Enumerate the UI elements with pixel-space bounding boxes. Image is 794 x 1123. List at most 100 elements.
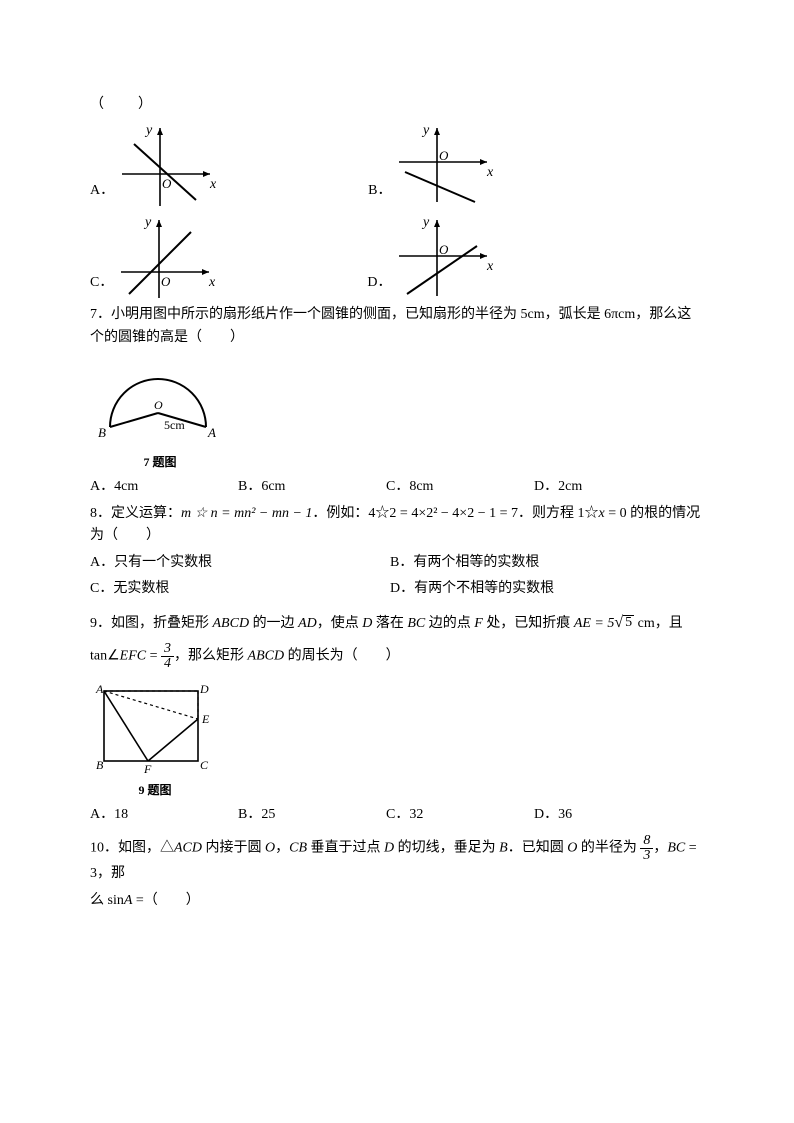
q6-opt-b-label: B． <box>368 180 391 208</box>
q6-row2: C． x y O D． x y O <box>90 212 704 300</box>
q8-opt-c[interactable]: C．无实数根 <box>90 578 390 600</box>
q8-t1: 8．定义运算： <box>90 506 181 521</box>
svg-text:F: F <box>143 762 152 776</box>
q6-opt-d-label: D． <box>367 272 391 300</box>
q9-t2: 的一边 <box>249 616 298 631</box>
q10-t8: ， <box>653 841 667 856</box>
svg-text:C: C <box>200 758 209 772</box>
q9-ad: AD <box>298 616 317 631</box>
svg-text:O: O <box>161 274 171 289</box>
q10-b: B <box>499 841 508 856</box>
q10-t1: 10．如图，△ <box>90 841 174 856</box>
q10-t6: ．已知圆 <box>508 841 568 856</box>
q8-opt-d[interactable]: D．有两个不相等的实数根 <box>390 578 690 600</box>
q6-opt-c[interactable]: C． x y O <box>90 212 217 300</box>
q10-t2: 内接于圆 <box>202 841 265 856</box>
q7-opt-a[interactable]: A．4cm <box>90 476 238 498</box>
q8-options-1: A．只有一个实数根 B．有两个相等的实数根 <box>90 552 704 574</box>
q10-t5: 的切线，垂足为 <box>394 841 499 856</box>
q6-opt-a-label: A． <box>90 180 114 208</box>
q10-text2: 么 sinA =（ ） <box>90 890 704 912</box>
q9-figure: A D B C E F 9 题图 <box>90 679 704 800</box>
q10-text: 10．如图，△ACD 内接于圆 O，CB 垂直于过点 D 的切线，垂足为 B．已… <box>90 834 704 885</box>
q9-t4: 落在 <box>372 616 407 631</box>
svg-text:x: x <box>486 259 494 274</box>
q10-den: 3 <box>640 849 653 863</box>
svg-text:y: y <box>421 123 430 138</box>
coord-graph-d: x y O <box>395 212 495 300</box>
q9-text2: tan∠EFC = 34，那么矩形 ABCD 的周长为（ ） <box>90 642 704 671</box>
q9-opt-b[interactable]: B．25 <box>238 804 386 826</box>
q8-text: 8．定义运算：m ☆ n = mn² − mn − 1．例如：4☆2 = 4×2… <box>90 503 704 548</box>
q9-l2abcd: ABCD <box>248 649 285 664</box>
q9-unit: cm，且 <box>634 616 683 631</box>
q7-opt-b[interactable]: B．6cm <box>238 476 386 498</box>
q6-paren: （ ） <box>90 94 704 116</box>
svg-text:O: O <box>154 398 163 412</box>
coord-graph-b: x y O <box>395 120 495 208</box>
q6-opt-d[interactable]: D． x y O <box>367 212 495 300</box>
q9-eq: = <box>146 649 161 664</box>
q9-f: F <box>474 616 483 631</box>
q9-opt-c[interactable]: C．32 <box>386 804 534 826</box>
q9-t5: 边的点 <box>425 616 474 631</box>
q10-cb: CB <box>289 841 307 856</box>
q9-abcd: ABCD <box>213 616 250 631</box>
q10-l2t1: 么 sin <box>90 893 124 908</box>
svg-text:x: x <box>208 275 216 290</box>
svg-text:O: O <box>439 242 449 257</box>
q9-caption: 9 题图 <box>90 781 220 800</box>
svg-text:x: x <box>486 165 494 180</box>
q10-t7: 的半径为 <box>577 841 640 856</box>
q7-text: 7．小明用图中所示的扇形纸片作一个圆锥的侧面，已知扇形的半径为 5cm，弧长是 … <box>90 304 704 349</box>
q6-row1: A． x y O B． x y O <box>90 120 704 208</box>
coord-graph-c: x y O <box>117 212 217 300</box>
q8-opt-a[interactable]: A．只有一个实数根 <box>90 552 390 574</box>
q10-t3: ， <box>275 841 289 856</box>
q10-o1: O <box>265 841 275 856</box>
coord-graph-a: x y O <box>118 120 218 208</box>
q9-d: D <box>362 616 372 631</box>
q8-options-2: C．无实数根 D．有两个不相等的实数根 <box>90 578 704 600</box>
q9-opt-d[interactable]: D．36 <box>534 804 682 826</box>
q9-sqrt5: 5 <box>623 615 634 630</box>
q9-options: A．18 B．25 C．32 D．36 <box>90 804 704 826</box>
q9-tan: tan∠ <box>90 649 120 664</box>
svg-text:O: O <box>162 176 172 191</box>
svg-text:O: O <box>439 148 449 163</box>
q10-num: 8 <box>640 834 653 849</box>
q9-t1: 9．如图，折叠矩形 <box>90 616 213 631</box>
q6-opt-a[interactable]: A． x y O <box>90 120 218 208</box>
svg-text:y: y <box>143 215 152 230</box>
q9-text: 9．如图，折叠矩形 ABCD 的一边 AD，使点 D 落在 BC 边的点 F 处… <box>90 610 704 636</box>
q7-opt-d[interactable]: D．2cm <box>534 476 682 498</box>
q7-opt-c[interactable]: C．8cm <box>386 476 534 498</box>
q9-t6: 处，已知折痕 <box>483 616 574 631</box>
svg-text:D: D <box>199 682 209 696</box>
q7-options: A．4cm B．6cm C．8cm D．2cm <box>90 476 704 498</box>
q7-figure: O 5cm B A 7 题图 <box>90 355 704 472</box>
svg-text:E: E <box>201 712 210 726</box>
q10-t4: 垂直于过点 <box>307 841 384 856</box>
svg-text:A: A <box>207 425 216 440</box>
q7-caption: 7 题图 <box>90 453 230 472</box>
q10-o2: O <box>567 841 577 856</box>
q9-t3: ，使点 <box>317 616 363 631</box>
q9-den: 4 <box>161 657 174 671</box>
q8-opt-b[interactable]: B．有两个相等的实数根 <box>390 552 690 574</box>
svg-text:5cm: 5cm <box>164 418 185 432</box>
q9-l2t1: ，那么矩形 <box>174 649 248 664</box>
q9-l2t2: 的周长为（ ） <box>284 649 400 664</box>
q10-bc: BC <box>667 841 685 856</box>
svg-text:y: y <box>144 123 153 138</box>
q6-opt-b[interactable]: B． x y O <box>368 120 495 208</box>
q8-eq1: m ☆ n = mn² − mn − 1 <box>181 506 312 521</box>
svg-text:y: y <box>421 215 430 230</box>
svg-text:A: A <box>95 682 104 696</box>
q10-d: D <box>384 841 394 856</box>
q6-opt-c-label: C． <box>90 272 113 300</box>
q9-bc: BC <box>407 616 425 631</box>
q9-ae: AE = 5 <box>574 616 615 631</box>
q10-l2t2: =（ ） <box>132 893 199 908</box>
q9-opt-a[interactable]: A．18 <box>90 804 238 826</box>
